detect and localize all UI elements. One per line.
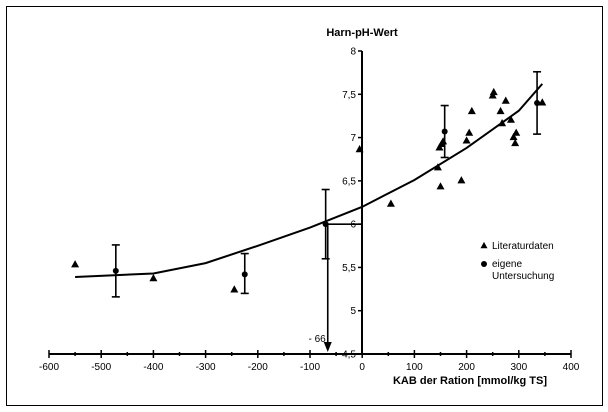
legend-circle-marker (481, 261, 487, 267)
triangle-point (433, 163, 442, 171)
y-tick-label: 7 (350, 133, 356, 144)
reference-arrowhead (323, 342, 332, 352)
circle-point (441, 128, 448, 135)
x-tick-label: 300 (510, 362, 527, 373)
triangle-point (149, 274, 158, 282)
x-tick-label: -200 (248, 362, 268, 373)
chart-border (6, 6, 603, 406)
triangle-point (506, 115, 515, 123)
own-data-point (440, 104, 449, 159)
y-tick-label: 5,5 (342, 263, 356, 274)
y-tick-label: 6,5 (342, 176, 356, 187)
x-tick-label: -600 (39, 362, 59, 373)
triangle-point (511, 138, 520, 147)
triangle-point (496, 106, 505, 115)
annotation-layer: - 66 (309, 223, 362, 352)
y-tick-label: 4,5 (342, 350, 356, 361)
triangle-point (467, 106, 476, 115)
triangle-point (436, 182, 445, 190)
triangle-point (501, 96, 510, 104)
circle-point (241, 271, 248, 278)
fit-line (75, 83, 544, 278)
fit-line-layer (75, 83, 544, 278)
x-tick-label: -500 (91, 362, 111, 373)
triangle-point (230, 285, 239, 293)
circle-point (112, 267, 119, 274)
triangle-point (355, 145, 364, 153)
y-axis-title: Harn-pH-Wert (326, 27, 398, 39)
legend-triangle-marker (480, 241, 488, 249)
legend: Literaturdaten eigene Untersuchung (480, 241, 554, 282)
own-data-point (533, 70, 542, 135)
x-tick-label: -300 (196, 362, 216, 373)
triangle-point (465, 128, 474, 136)
x-tick-label: 0 (359, 362, 365, 373)
axes: -600 -500 -400 -300 -200 -100 0 100 200 300 400 4,5… (39, 27, 580, 387)
x-tick-label: 200 (458, 362, 475, 373)
x-tick-label: 100 (406, 362, 423, 373)
triangle-point (498, 119, 507, 127)
triangle-point (489, 87, 498, 96)
triangle-point (71, 260, 80, 268)
triangle-point (512, 128, 521, 136)
triangle-point (462, 136, 471, 144)
x-tick-label: -100 (300, 362, 320, 373)
x-tick-label: 400 (563, 362, 580, 373)
y-tick-label: 7,5 (342, 90, 356, 101)
legend-label-own-study: eigene Untersuchung (492, 259, 554, 282)
x-axis-title: KAB der Ration [mmol/kg TS] (393, 375, 547, 387)
triangle-point (439, 137, 448, 145)
y-tick-label: 5 (350, 306, 356, 317)
legend-label-literature: Literaturdaten (492, 241, 554, 252)
data-marks (71, 70, 547, 298)
own-data-point (111, 244, 120, 298)
y-tick-label: 6 (350, 220, 356, 231)
triangle-point (538, 98, 547, 106)
x-tick-label: -400 (143, 362, 163, 373)
y-tick-label: 8 (350, 47, 356, 58)
triangle-point (509, 132, 518, 141)
own-data-point (240, 252, 249, 295)
annotation-label: - 66 (309, 334, 327, 345)
circle-point (534, 99, 541, 106)
triangle-point (457, 176, 466, 184)
triangle-point (386, 199, 395, 207)
